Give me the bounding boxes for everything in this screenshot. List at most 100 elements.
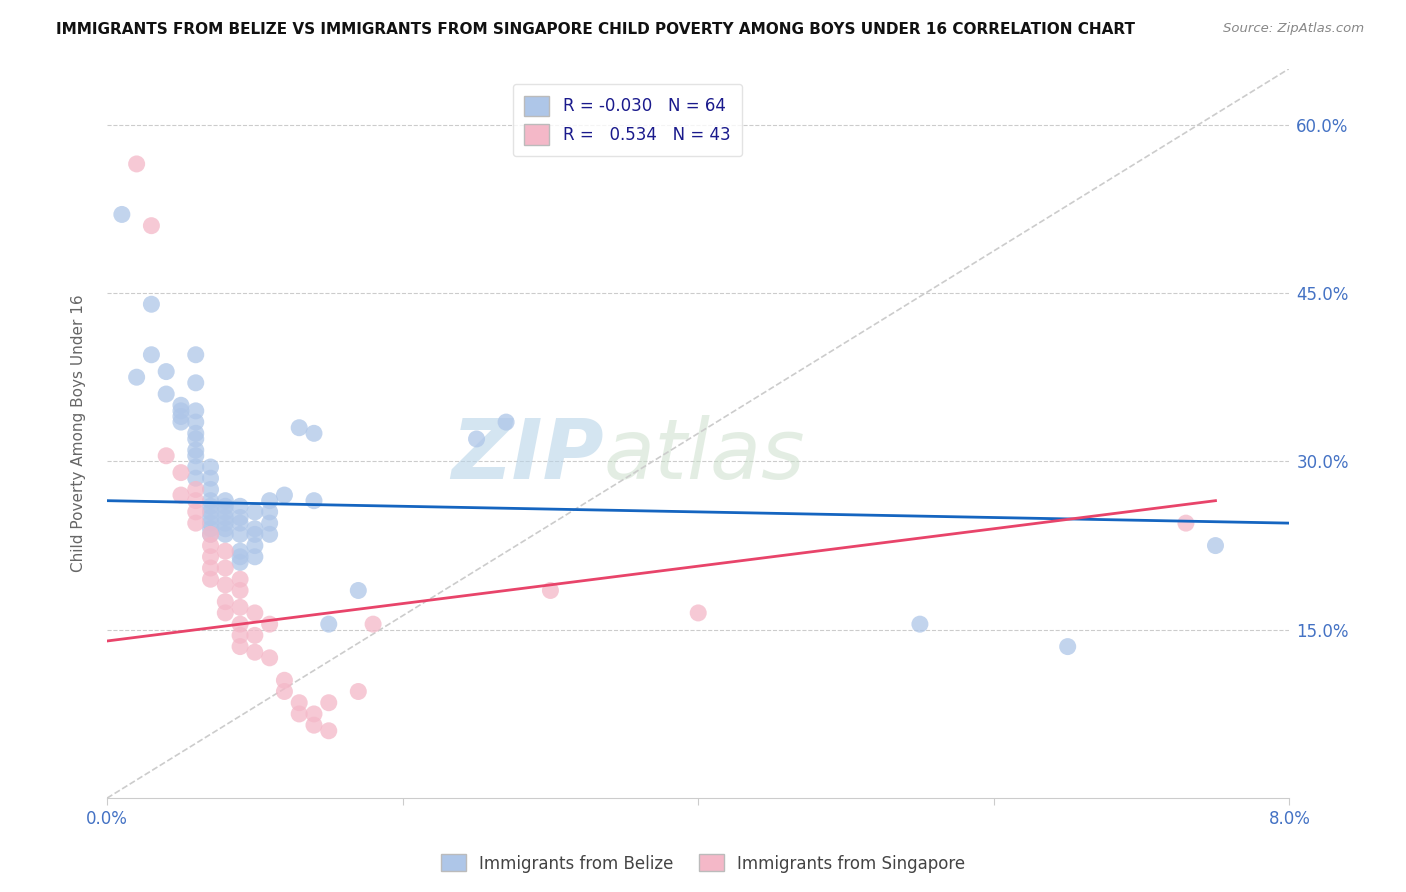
- Point: [288, 696, 311, 710]
- Legend: R = -0.030   N = 64, R =   0.534   N = 43: R = -0.030 N = 64, R = 0.534 N = 43: [513, 84, 742, 156]
- Point: [200, 500, 222, 514]
- Point: [200, 483, 222, 497]
- Point: [318, 723, 340, 738]
- Point: [229, 572, 252, 586]
- Point: [347, 684, 370, 698]
- Point: [200, 471, 222, 485]
- Point: [184, 404, 207, 418]
- Point: [214, 595, 236, 609]
- Point: [200, 522, 222, 536]
- Text: Source: ZipAtlas.com: Source: ZipAtlas.com: [1223, 22, 1364, 36]
- Point: [273, 684, 295, 698]
- Point: [200, 527, 222, 541]
- Point: [141, 219, 163, 233]
- Point: [302, 426, 325, 441]
- Point: [229, 556, 252, 570]
- Point: [200, 539, 222, 553]
- Point: [111, 207, 134, 221]
- Point: [229, 527, 252, 541]
- Point: [214, 578, 236, 592]
- Point: [229, 583, 252, 598]
- Point: [141, 297, 163, 311]
- Point: [170, 466, 193, 480]
- Point: [259, 505, 281, 519]
- Point: [1174, 516, 1197, 530]
- Point: [214, 505, 236, 519]
- Point: [170, 409, 193, 424]
- Point: [214, 527, 236, 541]
- Point: [1204, 539, 1226, 553]
- Point: [243, 645, 266, 659]
- Point: [214, 516, 236, 530]
- Point: [214, 561, 236, 575]
- Point: [318, 696, 340, 710]
- Text: atlas: atlas: [603, 415, 806, 496]
- Point: [273, 488, 295, 502]
- Point: [200, 549, 222, 564]
- Point: [243, 539, 266, 553]
- Point: [259, 527, 281, 541]
- Point: [184, 415, 207, 429]
- Point: [259, 493, 281, 508]
- Point: [229, 640, 252, 654]
- Point: [200, 527, 222, 541]
- Point: [141, 348, 163, 362]
- Point: [229, 544, 252, 558]
- Point: [125, 157, 148, 171]
- Point: [243, 522, 266, 536]
- Point: [259, 650, 281, 665]
- Point: [243, 527, 266, 541]
- Point: [200, 505, 222, 519]
- Point: [273, 673, 295, 688]
- Point: [243, 505, 266, 519]
- Point: [229, 549, 252, 564]
- Point: [200, 493, 222, 508]
- Point: [302, 718, 325, 732]
- Point: [184, 460, 207, 475]
- Legend: Immigrants from Belize, Immigrants from Singapore: Immigrants from Belize, Immigrants from …: [434, 847, 972, 880]
- Point: [318, 617, 340, 632]
- Point: [214, 606, 236, 620]
- Point: [347, 583, 370, 598]
- Point: [155, 387, 177, 401]
- Point: [243, 549, 266, 564]
- Point: [229, 628, 252, 642]
- Point: [184, 376, 207, 390]
- Point: [302, 493, 325, 508]
- Point: [170, 404, 193, 418]
- Point: [465, 432, 488, 446]
- Point: [229, 617, 252, 632]
- Point: [200, 572, 222, 586]
- Point: [229, 600, 252, 615]
- Point: [214, 493, 236, 508]
- Point: [155, 449, 177, 463]
- Point: [184, 483, 207, 497]
- Point: [229, 516, 252, 530]
- Point: [259, 617, 281, 632]
- Point: [200, 460, 222, 475]
- Point: [229, 500, 252, 514]
- Text: ZIP: ZIP: [451, 415, 603, 496]
- Point: [361, 617, 384, 632]
- Point: [214, 544, 236, 558]
- Point: [184, 426, 207, 441]
- Point: [908, 617, 931, 632]
- Point: [1056, 640, 1078, 654]
- Point: [170, 488, 193, 502]
- Point: [229, 510, 252, 524]
- Point: [302, 706, 325, 721]
- Point: [288, 706, 311, 721]
- Point: [200, 561, 222, 575]
- Point: [184, 516, 207, 530]
- Point: [155, 365, 177, 379]
- Point: [184, 505, 207, 519]
- Point: [688, 606, 710, 620]
- Point: [184, 471, 207, 485]
- Y-axis label: Child Poverty Among Boys Under 16: Child Poverty Among Boys Under 16: [72, 294, 86, 572]
- Point: [259, 516, 281, 530]
- Point: [200, 516, 222, 530]
- Point: [495, 415, 517, 429]
- Point: [214, 500, 236, 514]
- Point: [170, 398, 193, 412]
- Point: [214, 522, 236, 536]
